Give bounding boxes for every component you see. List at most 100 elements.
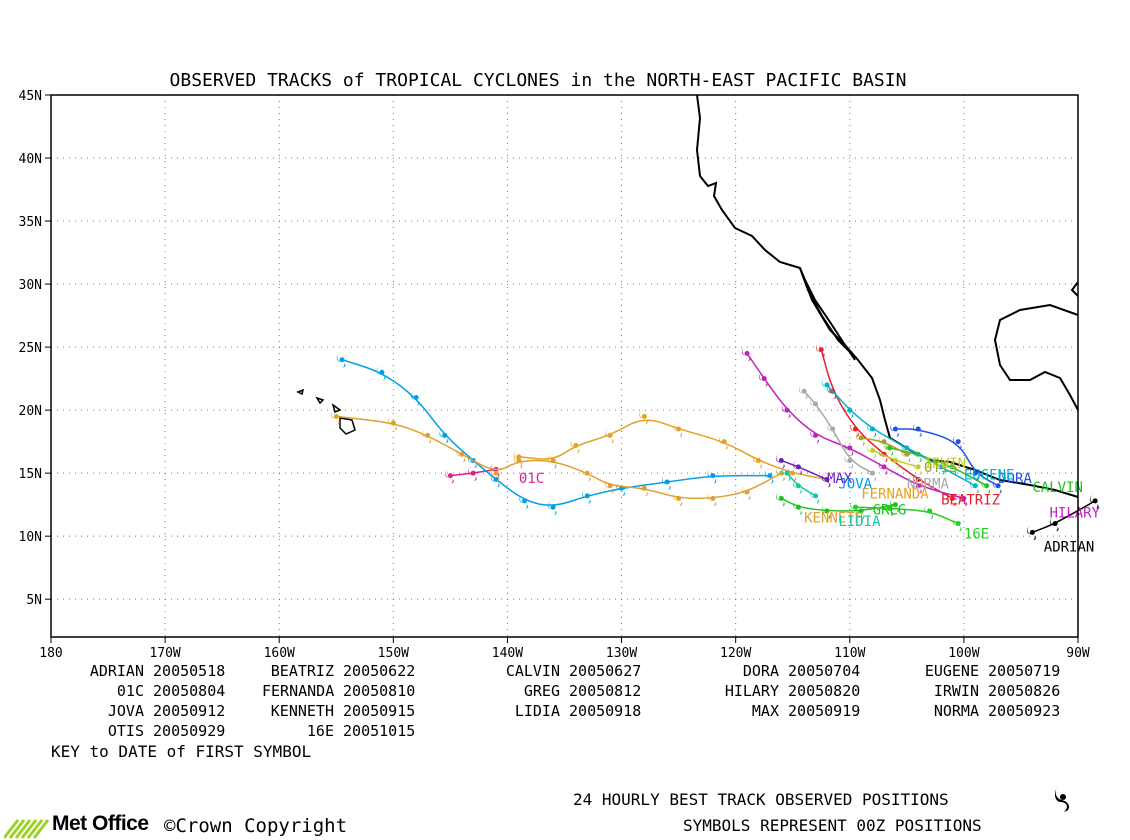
key-storm-name: DORA xyxy=(742,662,779,680)
storm-label-16e: 16E xyxy=(964,527,989,543)
lat-tick-label: 25N xyxy=(19,341,42,356)
footer-line-1: 24 HOURLY BEST TRACK OBSERVED POSITIONS xyxy=(573,790,949,809)
cyclone-symbol-jova xyxy=(336,352,346,368)
cyclone-symbol-irwin xyxy=(890,453,899,469)
cyclone-symbol-16e xyxy=(924,503,934,519)
cyclone-symbol-16e xyxy=(884,501,894,517)
key-entry-hilary: HILARY 20050820 xyxy=(722,682,875,700)
lat-tick-label: 20N xyxy=(19,404,42,419)
key-storm-date: 20050622 xyxy=(334,662,416,680)
key-storm-name: 16E xyxy=(306,722,334,740)
cyclone-symbol-kenneth xyxy=(673,491,683,507)
lat-tick-label: 40N xyxy=(19,152,42,167)
met-office-stripes-icon xyxy=(4,819,50,839)
cyclone-symbol-lidia xyxy=(810,488,820,504)
cyclone-symbol-kenneth xyxy=(490,466,500,482)
lat-tick-label: 45N xyxy=(19,89,42,104)
cyclone-symbol-jova xyxy=(376,365,386,381)
lon-tick-label: 130W xyxy=(606,646,637,661)
cyclone-symbol-dora xyxy=(913,422,922,438)
cyclone-symbol-eugene xyxy=(867,422,877,438)
cyclone-symbol-kenneth xyxy=(707,491,717,507)
key-storm-date: 20050820 xyxy=(779,682,861,700)
cyclone-symbol-16e xyxy=(850,500,859,516)
key-storm-date: 20050919 xyxy=(779,702,861,720)
cyclone-symbol-otis xyxy=(901,447,911,463)
key-entry-fernanda: FERNANDA 20050810 xyxy=(262,682,430,700)
cyclone-symbol-kenneth xyxy=(331,409,340,425)
key-storm-date: 20050704 xyxy=(779,662,861,680)
storm-label-norma: NORMA xyxy=(907,476,950,492)
cyclone-symbol-hilary xyxy=(781,403,791,419)
key-entry-jova: JOVA 20050912 xyxy=(78,702,240,720)
cyclone-symbol-kenneth xyxy=(456,447,466,463)
key-entry-01c: 01C 20050804 xyxy=(78,682,240,700)
storm-label-kenneth: KENNETH xyxy=(804,510,863,526)
cyclone-symbol-lidia xyxy=(781,466,791,482)
cyclone-symbol-jova xyxy=(439,428,449,444)
key-storm-date: 20050518 xyxy=(144,662,226,680)
key-storm-date: 20050915 xyxy=(334,702,416,720)
cyclone-symbol-fernanda xyxy=(639,409,648,425)
cyclone-symbol-max xyxy=(776,453,785,469)
cyclone-symbol-fernanda xyxy=(719,434,728,450)
map-title: OBSERVED TRACKS of TROPICAL CYCLONES in … xyxy=(170,70,907,91)
cyclone-symbol-fernanda xyxy=(513,449,523,465)
cyclone-symbol-fernanda xyxy=(673,422,683,438)
cyclone-symbol-16e xyxy=(952,516,962,532)
storm-label-01c: 01C xyxy=(519,471,544,487)
cyclone-symbol-kenneth xyxy=(741,485,751,501)
key-storm-date: 20050810 xyxy=(334,682,416,700)
brand-name: Met Office xyxy=(52,812,149,835)
cyclone-symbol-kenneth xyxy=(547,453,557,469)
cyclone-symbol-kenneth xyxy=(388,415,397,431)
cyclone-symbol-norma xyxy=(827,422,837,438)
key-entry-otis: OTIS 20050929 xyxy=(78,722,240,740)
cyclone-symbol-eugene xyxy=(970,478,979,494)
storm-label-adrian: ADRIAN xyxy=(1044,539,1095,555)
key-storm-date: 20050929 xyxy=(144,722,226,740)
cyclone-symbol-jova xyxy=(764,468,774,484)
key-storm-name: EUGENE xyxy=(924,662,979,680)
storm-label-greg: GREG xyxy=(873,503,907,519)
key-storm-date: 20050918 xyxy=(560,702,642,720)
cyclone-symbol-kenneth xyxy=(604,478,614,494)
lat-tick-label: 5N xyxy=(26,593,42,608)
storm-label-calvin: CALVIN xyxy=(1032,480,1083,496)
storm-label-jova: JOVA xyxy=(838,476,872,492)
cyclone-symbol-dora xyxy=(890,422,899,438)
track-line-fernanda xyxy=(518,419,828,481)
track-line-dora xyxy=(895,428,999,487)
key-title: KEY to DATE of FIRST SYMBOL xyxy=(51,742,312,761)
lat-tick-label: 10N xyxy=(19,530,42,545)
lon-tick-label: 160W xyxy=(264,646,295,661)
cyclone-symbol-hilary xyxy=(741,346,751,362)
cyclone-symbol-greg xyxy=(821,503,831,519)
key-entry-beatriz: BEATRIZ 20050622 xyxy=(262,662,430,680)
cyclone-symbol-jova xyxy=(616,481,626,497)
lon-tick-label: 150W xyxy=(378,646,409,661)
cyclone-symbol-dora xyxy=(952,434,962,450)
cyclone-symbol-hilary xyxy=(758,371,768,387)
key-storm-name: MAX xyxy=(751,702,779,720)
cyclone-symbol-norma xyxy=(867,466,877,482)
key-storm-name: JOVA xyxy=(107,702,144,720)
storm-tracks xyxy=(331,342,1099,541)
key-entry-adrian: ADRIAN 20050518 xyxy=(78,662,240,680)
key-entry-dora: DORA 20050704 xyxy=(722,662,875,680)
key-storm-date: 20050627 xyxy=(560,662,642,680)
key-storm-name: FERNANDA xyxy=(262,682,335,700)
cyclone-symbol-irwin xyxy=(867,443,877,459)
cyclone-symbol-calvin xyxy=(947,459,956,475)
lon-tick-label: 170W xyxy=(149,646,180,661)
key-entry-lidia: LIDIA 20050918 xyxy=(500,702,656,720)
cyclone-symbol-kenneth xyxy=(422,428,432,444)
footer-line-2: SYMBOLS REPRESENT 00Z POSITIONS xyxy=(683,816,982,835)
key-entry-irwin: IRWIN 20050826 xyxy=(910,682,1075,700)
cyclone-symbol-otis xyxy=(878,434,888,450)
cyclone-symbol-hilary xyxy=(958,491,968,507)
key-storm-name: 01C xyxy=(116,682,144,700)
cyclone-symbol-icon xyxy=(1054,782,1070,812)
